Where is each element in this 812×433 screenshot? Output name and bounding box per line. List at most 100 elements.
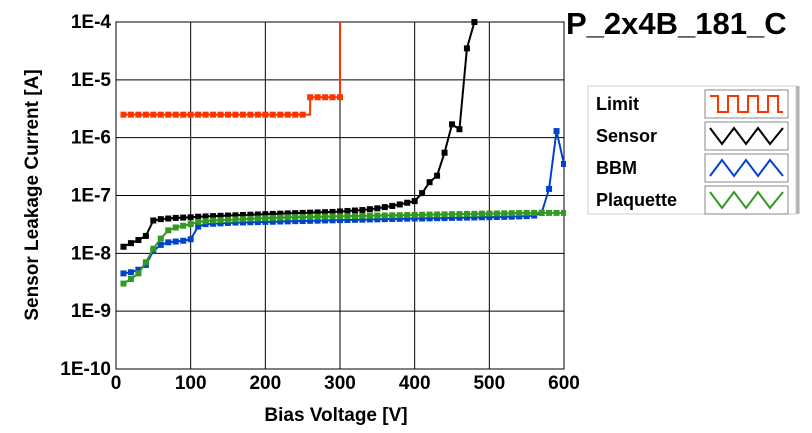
data-point-sensor bbox=[277, 210, 284, 217]
data-point-bbm bbox=[322, 217, 329, 224]
data-point-sensor bbox=[322, 209, 329, 216]
data-point-plaquette bbox=[426, 211, 433, 218]
data-point-bbm bbox=[478, 214, 485, 221]
data-point-bbm bbox=[247, 219, 254, 226]
data-point-bbm bbox=[292, 218, 299, 225]
data-point-sensor bbox=[195, 213, 202, 220]
grid bbox=[115, 21, 565, 370]
y-tick-label: 1E-6 bbox=[71, 128, 111, 149]
data-point-plaquette bbox=[456, 211, 463, 218]
data-point-bbm bbox=[157, 241, 164, 248]
data-point-limit bbox=[217, 111, 224, 118]
data-point-sensor bbox=[247, 211, 254, 218]
data-point-plaquette bbox=[299, 213, 306, 220]
data-point-sensor bbox=[299, 209, 306, 216]
legend-label-sensor: Sensor bbox=[596, 126, 657, 146]
data-point-plaquette bbox=[165, 227, 172, 234]
data-point-bbm bbox=[239, 219, 246, 226]
data-point-limit bbox=[157, 111, 164, 118]
data-point-plaquette bbox=[381, 212, 388, 219]
data-point-plaquette bbox=[172, 224, 179, 231]
data-point-sensor bbox=[135, 237, 142, 244]
data-point-plaquette bbox=[441, 211, 448, 218]
data-point-sensor bbox=[172, 214, 179, 221]
data-point-sensor bbox=[359, 207, 366, 214]
data-point-sensor bbox=[180, 214, 187, 221]
legend-item-plaquette: Plaquette bbox=[596, 185, 789, 215]
data-point-plaquette bbox=[523, 209, 530, 216]
data-point-limit bbox=[269, 111, 276, 118]
legend-item-sensor: Sensor bbox=[596, 121, 789, 151]
data-point-plaquette bbox=[516, 210, 523, 217]
data-point-plaquette bbox=[493, 210, 500, 217]
data-point-sensor bbox=[217, 212, 224, 219]
data-point-limit bbox=[322, 94, 329, 101]
x-axis-ticks: 0 100 200 300 400 500 600 bbox=[111, 373, 580, 394]
data-point-bbm bbox=[217, 220, 224, 227]
data-point-sensor bbox=[269, 210, 276, 217]
data-point-sensor bbox=[419, 190, 426, 197]
data-point-sensor bbox=[165, 215, 172, 222]
data-point-sensor bbox=[210, 213, 217, 220]
series-layer bbox=[120, 19, 567, 287]
data-point-limit bbox=[165, 111, 172, 118]
data-point-bbm bbox=[441, 215, 448, 222]
data-point-bbm bbox=[307, 217, 314, 224]
data-point-sensor bbox=[262, 211, 269, 218]
data-point-bbm bbox=[516, 213, 523, 220]
data-point-plaquette bbox=[449, 211, 455, 218]
data-point-bbm bbox=[411, 215, 418, 222]
data-point-plaquette bbox=[225, 216, 231, 223]
data-point-plaquette bbox=[307, 213, 314, 220]
data-point-sensor bbox=[351, 207, 358, 214]
data-point-sensor bbox=[337, 208, 343, 215]
data-point-plaquette bbox=[254, 215, 261, 222]
data-point-bbm bbox=[426, 215, 433, 222]
data-point-sensor bbox=[381, 204, 388, 211]
data-point-limit bbox=[127, 111, 134, 118]
data-point-bbm bbox=[314, 217, 321, 224]
data-point-sensor bbox=[396, 201, 403, 208]
data-point-bbm bbox=[232, 219, 239, 226]
data-point-sensor bbox=[366, 206, 373, 213]
data-point-plaquette bbox=[389, 212, 396, 219]
data-point-bbm bbox=[187, 236, 194, 243]
series-limit bbox=[120, 22, 343, 118]
series-plaquette bbox=[120, 209, 567, 287]
data-point-limit bbox=[329, 94, 336, 101]
data-point-bbm bbox=[561, 161, 567, 168]
data-point-plaquette bbox=[531, 209, 538, 216]
legend-swatch-line-plaquette bbox=[709, 190, 784, 210]
legend: Limit Sensor BBM Plaquette bbox=[566, 46, 812, 270]
plot-area bbox=[115, 19, 567, 370]
x-tick-label: 600 bbox=[548, 373, 580, 394]
data-point-bbm bbox=[434, 215, 441, 222]
data-point-plaquette bbox=[292, 214, 299, 221]
data-point-limit bbox=[187, 111, 194, 118]
legend-items: Limit Sensor BBM Plaquette bbox=[596, 89, 789, 215]
y-tick-label: 1E-7 bbox=[71, 186, 111, 207]
legend-item-bbm: BBM bbox=[596, 153, 789, 183]
data-point-plaquette bbox=[396, 212, 403, 219]
data-point-plaquette bbox=[187, 221, 194, 228]
legend-swatch-plaquette bbox=[704, 185, 789, 215]
data-point-bbm bbox=[165, 239, 172, 246]
data-point-limit bbox=[210, 111, 217, 118]
series-bbm bbox=[120, 128, 567, 277]
data-point-bbm bbox=[262, 218, 269, 225]
data-point-plaquette bbox=[142, 259, 149, 266]
data-point-plaquette bbox=[284, 214, 291, 221]
data-point-sensor bbox=[142, 232, 149, 239]
data-point-sensor bbox=[127, 240, 134, 247]
x-tick-label: 300 bbox=[324, 373, 356, 394]
data-point-sensor bbox=[314, 209, 321, 216]
data-point-bbm bbox=[351, 216, 358, 223]
x-tick-label: 100 bbox=[175, 373, 207, 394]
data-point-plaquette bbox=[546, 209, 553, 216]
data-point-bbm bbox=[210, 220, 217, 227]
data-point-sensor bbox=[449, 121, 455, 128]
data-point-limit bbox=[142, 111, 149, 118]
data-point-sensor bbox=[374, 205, 381, 212]
data-point-sensor bbox=[463, 45, 470, 52]
